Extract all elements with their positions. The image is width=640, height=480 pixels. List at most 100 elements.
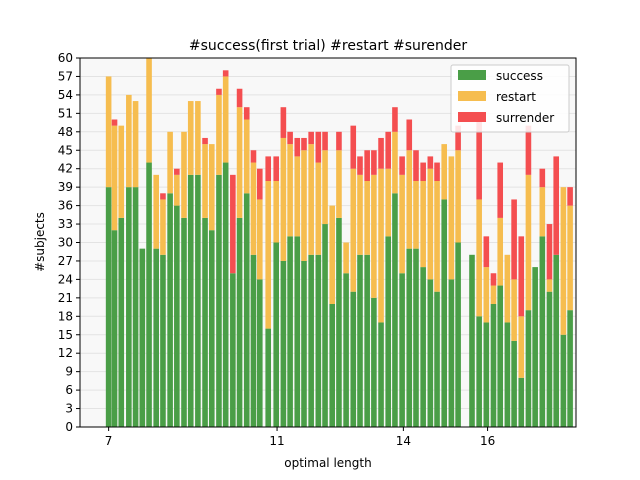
bar-restart <box>160 199 166 255</box>
bar-success <box>441 199 448 427</box>
bar-restart <box>399 174 405 274</box>
bar-restart <box>336 150 342 218</box>
bar-success <box>469 254 475 427</box>
bar-surrender <box>434 162 440 181</box>
bar-surrender <box>483 236 490 268</box>
bar-surrender <box>265 156 272 181</box>
bar-surrender <box>525 125 532 175</box>
bar-success <box>567 310 573 427</box>
y-tick-label: 36 <box>58 199 73 213</box>
bar-success <box>546 291 553 427</box>
bar-success <box>153 248 160 427</box>
bar-success <box>301 260 307 427</box>
y-tick-label: 21 <box>58 291 73 305</box>
legend-label-restart: restart <box>496 90 536 104</box>
bar-success <box>265 328 272 427</box>
bar-restart <box>195 101 201 175</box>
bar-restart <box>504 254 511 323</box>
bar-success <box>160 254 166 427</box>
bar-restart <box>308 144 314 255</box>
bar-success <box>273 242 280 427</box>
bar-success <box>455 242 461 427</box>
bar-success <box>174 205 180 427</box>
bar-success <box>420 267 426 427</box>
bar-success <box>350 291 357 427</box>
bar-success <box>504 322 511 427</box>
bar-success <box>132 187 139 427</box>
y-tick-label: 48 <box>58 125 73 139</box>
bar-restart <box>371 174 377 298</box>
bar-restart <box>146 58 152 163</box>
bar-restart <box>455 150 461 243</box>
bar-restart <box>250 162 257 255</box>
bar-surrender <box>174 168 180 175</box>
bar-restart <box>427 168 434 280</box>
bar-success <box>181 217 187 427</box>
y-tick-label: 12 <box>58 346 73 360</box>
bar-surrender <box>427 156 434 169</box>
legend-swatch-restart <box>458 91 486 101</box>
bar-surrender <box>546 224 553 280</box>
bars <box>105 58 573 428</box>
bar-surrender <box>413 150 419 181</box>
bar-success <box>236 217 243 427</box>
bar-success <box>250 254 257 427</box>
bar-surrender <box>553 156 560 255</box>
bar-success <box>336 217 342 427</box>
bar-restart <box>490 285 497 304</box>
bar-success <box>243 193 250 427</box>
bar-restart <box>483 267 490 323</box>
y-tick-label: 15 <box>58 328 73 342</box>
y-tick-label: 39 <box>58 180 73 194</box>
bar-restart <box>315 162 322 255</box>
bar-surrender <box>222 70 229 77</box>
bar-restart <box>546 279 553 292</box>
y-tick-label: 42 <box>58 162 73 176</box>
bar-success <box>256 279 263 427</box>
bar-restart <box>560 187 567 335</box>
bar-success <box>357 254 363 427</box>
bar-restart <box>111 125 118 231</box>
bar-success <box>539 236 546 427</box>
x-tick-label: 14 <box>396 434 411 448</box>
bar-surrender <box>256 168 263 200</box>
y-tick-label: 0 <box>65 420 73 434</box>
bar-surrender <box>490 273 497 286</box>
y-tick-label: 27 <box>58 254 73 268</box>
bar-success <box>448 279 455 427</box>
bar-success <box>371 297 377 427</box>
bar-restart <box>236 107 243 218</box>
bar-surrender <box>315 131 322 163</box>
bar-restart <box>434 181 440 292</box>
bar-restart <box>357 174 363 255</box>
bar-restart <box>378 168 384 323</box>
bar-success <box>329 304 336 427</box>
y-tick-label: 54 <box>58 88 73 102</box>
bar-restart <box>476 199 482 317</box>
legend: success restart surrender <box>450 64 570 133</box>
bar-restart <box>413 181 419 249</box>
y-tick-label: 60 <box>58 51 73 65</box>
bar-restart <box>187 101 194 175</box>
bar-success <box>208 230 215 427</box>
bar-restart <box>301 150 307 261</box>
bar-restart <box>216 94 222 175</box>
bar-success <box>343 273 349 427</box>
bar-surrender <box>406 119 413 151</box>
bar-surrender <box>511 199 517 280</box>
bar-restart <box>322 150 328 225</box>
bar-surrender <box>273 156 280 181</box>
bar-restart <box>265 181 272 329</box>
bar-success <box>230 273 236 427</box>
bar-restart <box>280 137 287 261</box>
bar-success <box>399 273 405 427</box>
bar-restart <box>420 181 426 268</box>
y-tick-label: 51 <box>58 106 73 120</box>
bar-success <box>385 236 392 427</box>
bar-restart <box>126 94 132 188</box>
bar-restart <box>518 316 525 378</box>
bar-success <box>195 174 201 427</box>
bar-surrender <box>236 88 243 108</box>
bar-restart <box>167 131 173 194</box>
bar-success <box>139 248 146 427</box>
